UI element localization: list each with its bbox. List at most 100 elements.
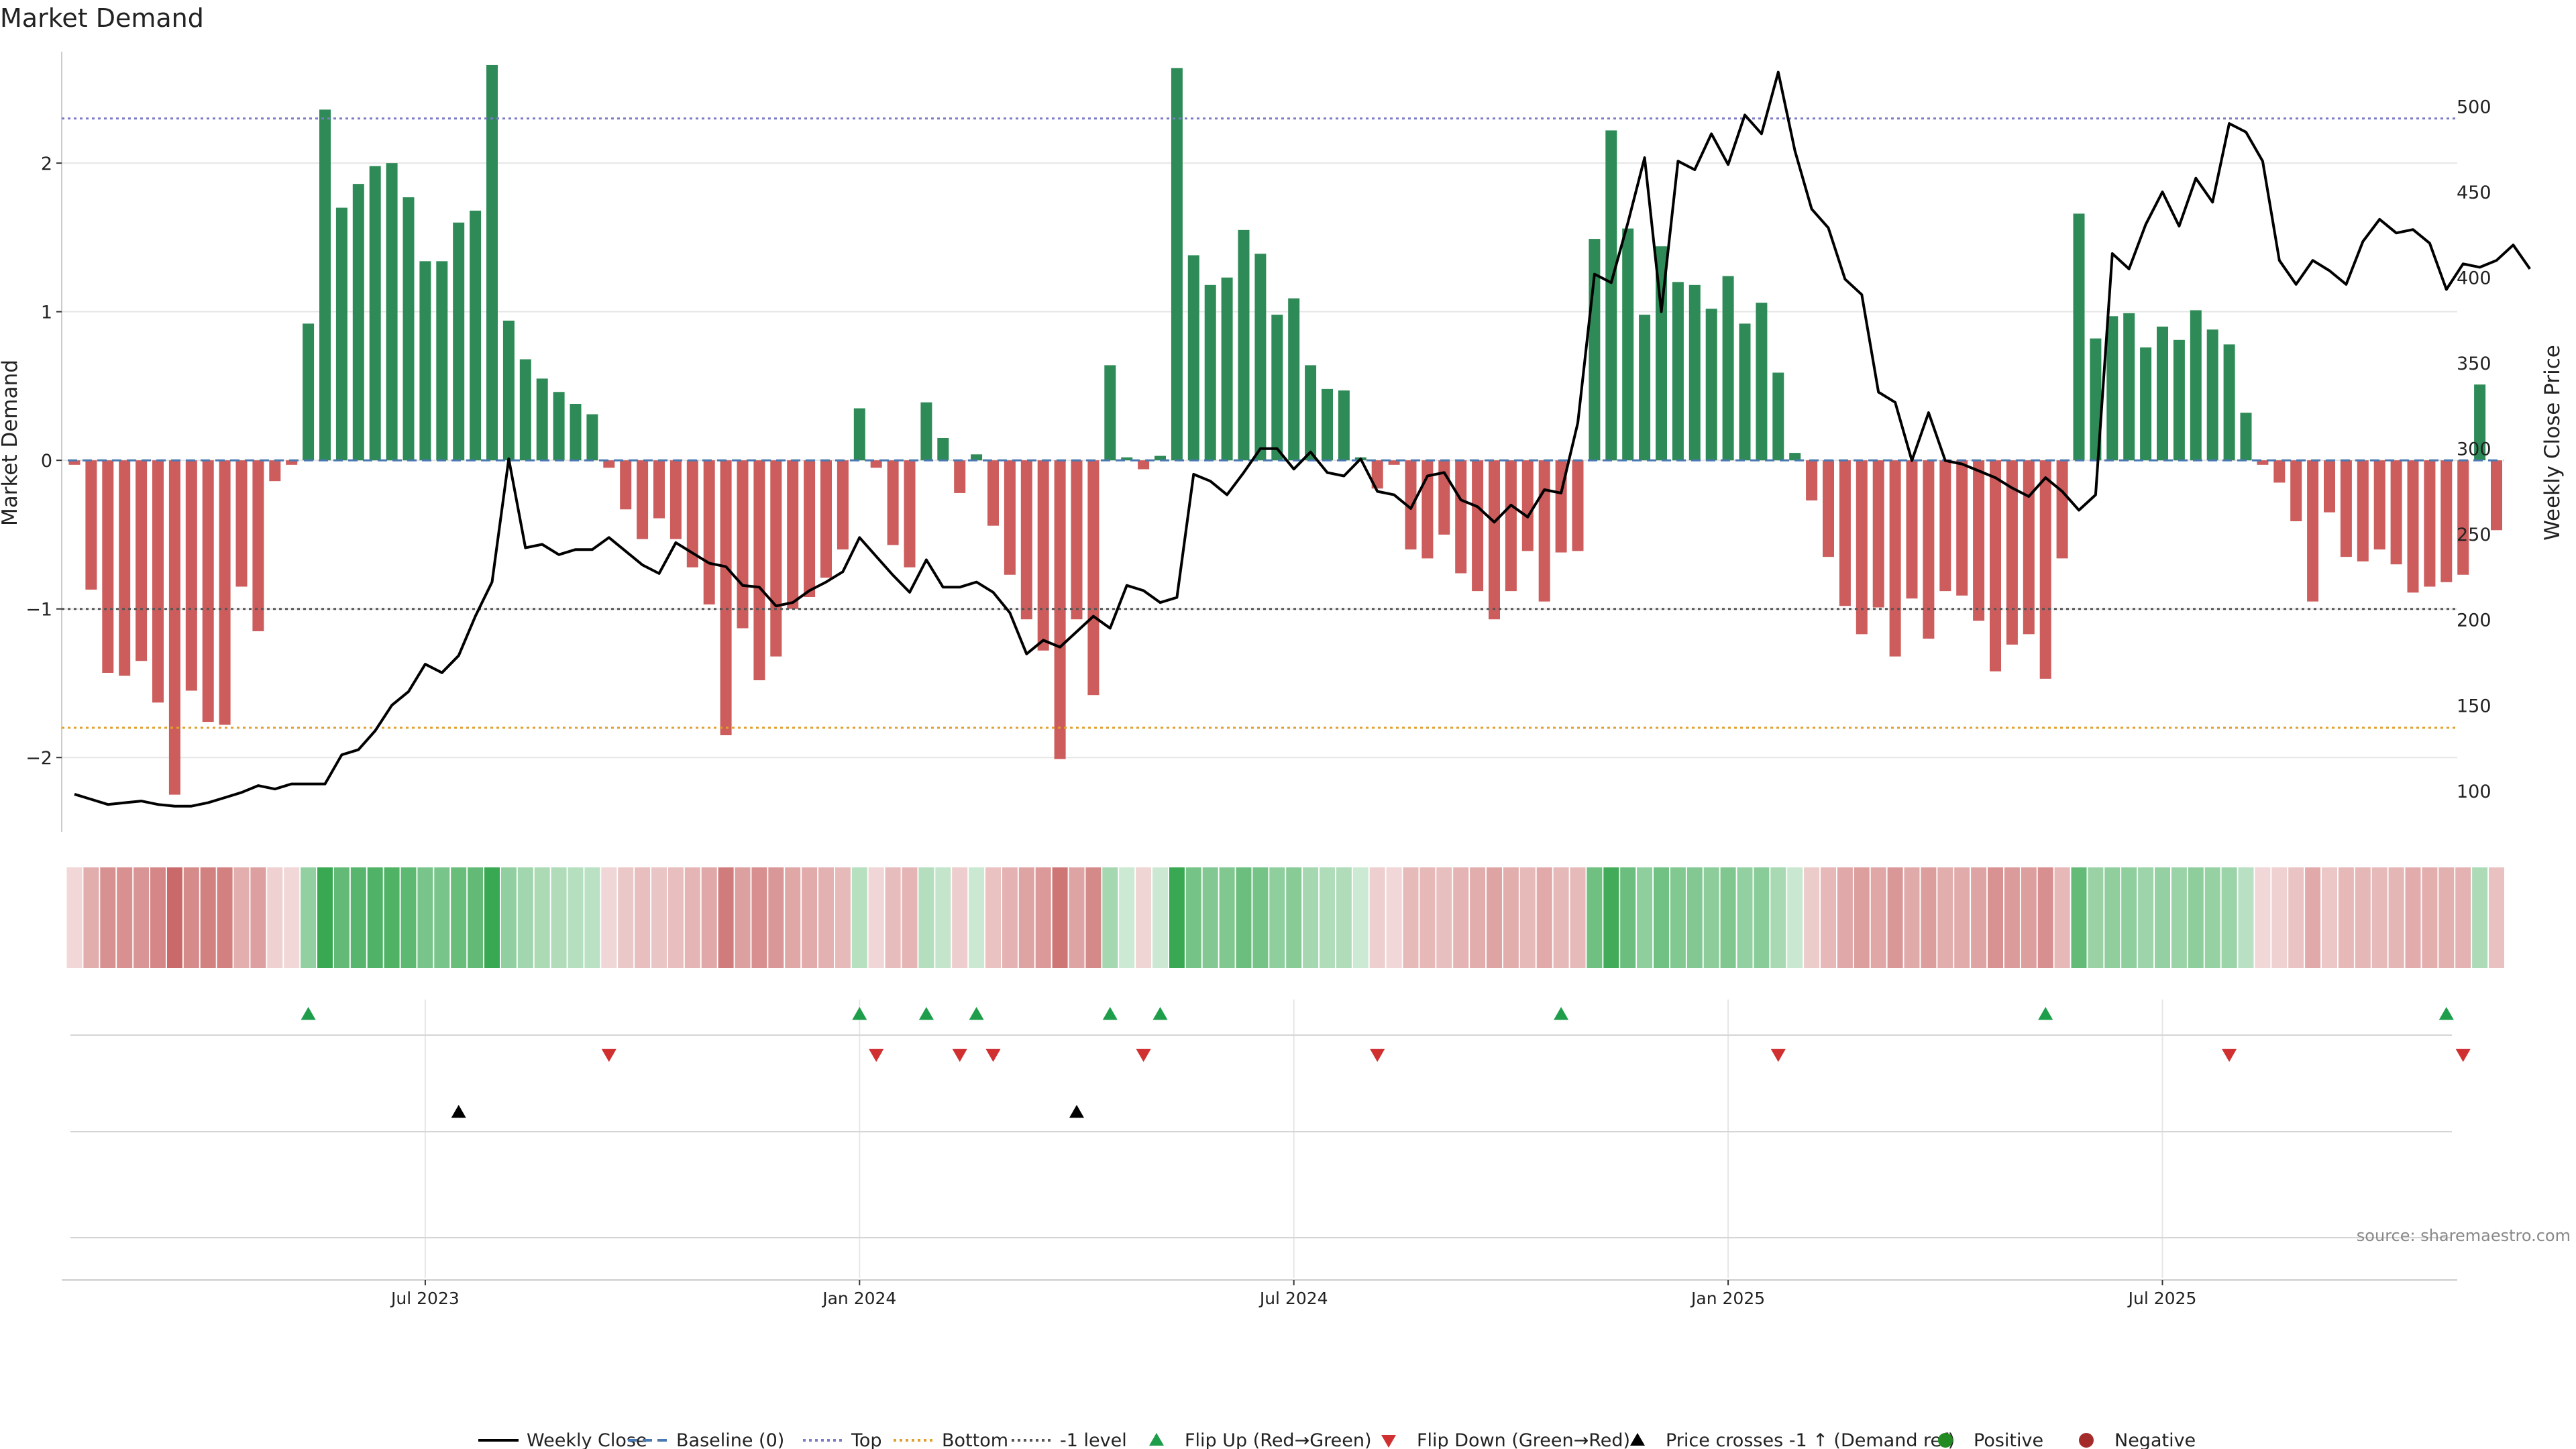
x-axis: Jul 2023 Jan 2024 Jul 2024 Jan 2025 Jul 2025 [62,1279,2457,1308]
heat-cell [1720,867,1736,968]
demand-bar [2039,460,2051,679]
demand-bar [1672,282,1684,461]
demand-bar [1572,460,1584,551]
legend-label: Price crosses -1 ↑ (Demand ref) [1666,1430,1955,1449]
heat-cell [1052,867,1068,968]
demand-bar [770,460,782,657]
heat-cell [83,867,99,968]
demand-bar [1071,460,1083,620]
demand-bar [870,460,882,468]
flip-down-marker [2222,1049,2237,1062]
heat-cell [2388,867,2404,968]
heat-cell [2271,867,2288,968]
heat-cell [969,867,985,968]
demand-bar [1204,284,1216,461]
demand-bar [653,460,665,519]
demand-bar [2023,460,2035,635]
demand-bar [2190,310,2202,461]
demand-bar [1521,460,1534,551]
demand-bar [1288,298,1300,461]
demand-bar [519,359,531,461]
heat-cell [400,867,417,968]
demand-bar [954,460,966,493]
heat-cell [2188,867,2204,968]
demand-bar [2457,460,2469,575]
heat-cell [500,867,517,968]
demand-bar [1789,453,1801,461]
demand-bar [1872,460,1884,608]
flip-up-marker [918,1007,934,1020]
demand-bar [536,378,548,461]
demand-bar [1823,460,1834,557]
demand-bar [235,460,248,587]
heat-cell [2489,867,2504,968]
demand-bar [319,109,331,461]
demand-bar [1037,460,1049,651]
legend-label: -1 level [1060,1430,1127,1449]
legend-label: Bottom [942,1430,1008,1449]
demand-bar [1489,460,1500,620]
price-cross-marker [1069,1105,1084,1118]
demand-bar [1705,309,1717,461]
flip-up-marker [1102,1007,1118,1020]
heat-cell [1436,867,1452,968]
demand-bar [1688,284,1701,461]
demand-bar [1722,276,1734,461]
demand-bar [553,392,565,461]
demand-bar [2123,313,2135,461]
demand-bar [2240,413,2252,461]
x-tick-label: Jul 2025 [2127,1289,2197,1308]
heat-cell [301,867,317,968]
heat-cell [1854,867,1870,968]
legend: Weekly Close Baseline (0) Top Bottom -1 leve… [478,1430,2196,1449]
demand-bar [453,222,465,461]
heat-cell [1119,867,1135,968]
demand-bar [1656,246,1667,461]
weekly-close-series [74,70,2531,808]
heat-cell [667,867,684,968]
demand-bar [570,404,582,461]
heat-cell [1487,867,1502,968]
demand-bar [286,460,298,465]
demand-bars [68,64,2502,795]
heat-cell [1085,867,1102,968]
demand-bar [1538,460,1550,602]
demand-bar [1589,239,1601,461]
demand-bar [85,460,97,590]
demand-bar [419,261,431,461]
demand-bar [1756,303,1768,461]
flip-down-marker [952,1049,967,1062]
heat-cell [1770,867,1786,968]
heat-cell [2305,867,2321,968]
demand-bar [1990,460,2001,672]
legend-label: Positive [1974,1430,2043,1449]
heat-cell [1553,867,1569,968]
heat-cell [150,867,166,968]
heat-cell [1519,867,1536,968]
demand-bar [1622,228,1634,461]
legend-marker [1938,1433,1953,1448]
demand-bar [335,207,347,461]
x-tick-label: Jan 2024 [821,1289,896,1308]
demand-bar [1221,277,1233,461]
heat-cell [1403,867,1419,968]
demand-bar [1973,460,1985,621]
legend-label: Baseline (0) [676,1430,784,1449]
demand-bar [2090,338,2102,461]
legend-marker [1149,1433,1164,1446]
y2-tick-label: 400 [2457,268,2491,289]
heat-cell [2037,867,2053,968]
y2-tick-label: 200 [2457,610,2491,631]
demand-bar [252,460,264,631]
demand-bar [2290,460,2302,522]
heat-cell [751,867,767,968]
flip-up-marker [852,1007,867,1020]
heat-cell [1921,867,1937,968]
heat-cell [902,867,918,968]
heat-cell [166,867,182,968]
flip-down-marker [1370,1049,1385,1062]
demand-bar [1171,68,1183,461]
heat-cell [2088,867,2104,968]
heat-cell [1503,867,1519,968]
demand-bar [2340,460,2352,557]
